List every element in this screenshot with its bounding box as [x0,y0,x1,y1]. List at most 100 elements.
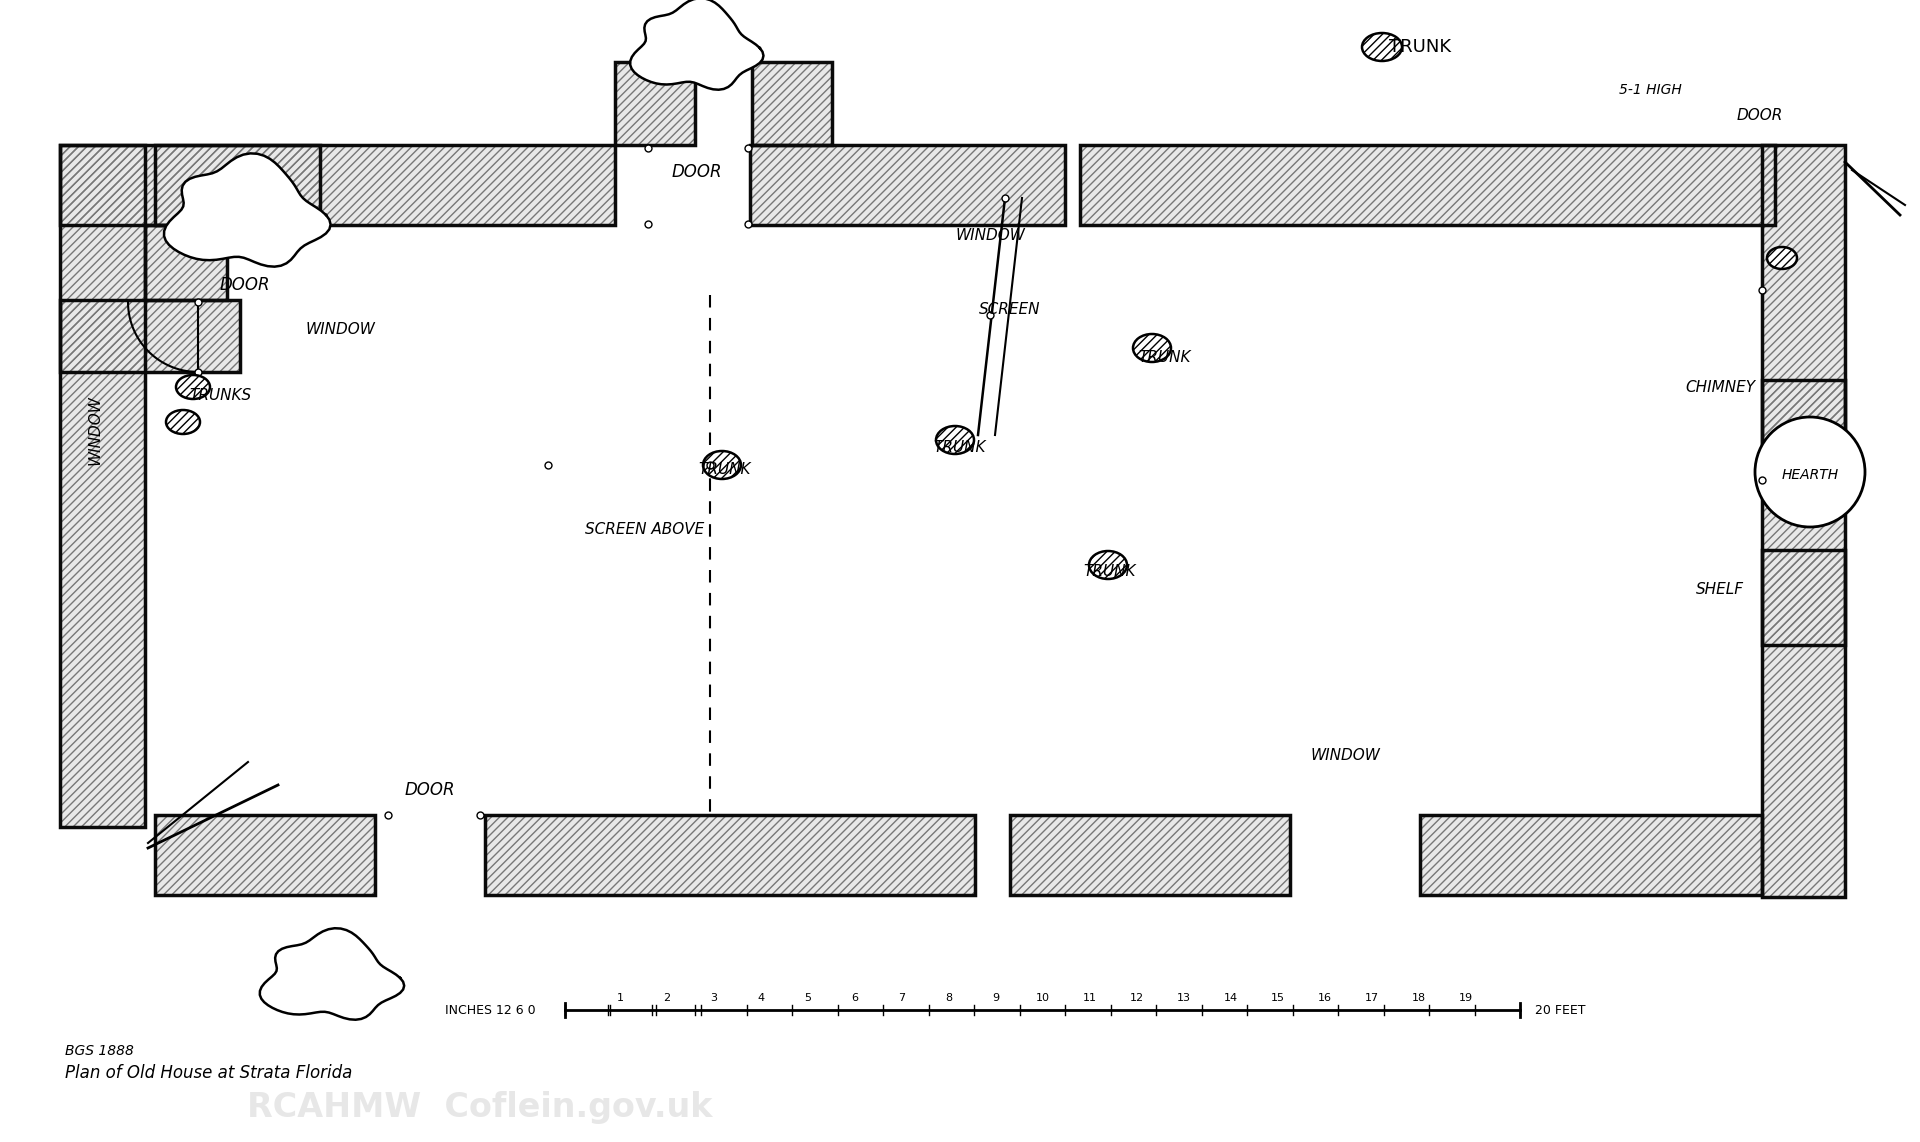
Bar [1421,815,1763,895]
Bar [146,225,227,300]
Text: TRUNK: TRUNK [1083,564,1137,579]
Text: 6: 6 [851,994,858,1003]
Bar [1763,550,1845,645]
Bar [614,62,695,145]
Bar [751,145,1066,225]
Bar [60,145,321,225]
Ellipse shape [1361,33,1402,61]
Text: 13: 13 [1177,994,1190,1003]
Bar [1079,145,1774,225]
Text: HEARTH: HEARTH [1782,468,1839,482]
Text: TRUNKS: TRUNKS [188,387,252,402]
Text: 3: 3 [710,994,718,1003]
Bar [1763,550,1845,645]
Bar [60,145,146,827]
Text: TRUNK: TRUNK [1139,351,1190,365]
Bar [156,815,374,895]
Bar [60,300,240,372]
Bar [60,145,321,225]
Text: TRUNK: TRUNK [933,441,987,456]
Text: 19: 19 [1459,994,1473,1003]
Bar [1079,145,1774,225]
Text: 8: 8 [945,994,952,1003]
Text: BGS 1888: BGS 1888 [65,1044,134,1057]
Bar [486,815,975,895]
Text: TRUNK: TRUNK [1388,38,1452,56]
Bar [156,815,374,895]
Bar [60,145,146,827]
Text: 14: 14 [1223,994,1238,1003]
Bar [60,145,146,827]
Bar [751,145,1066,225]
Ellipse shape [1766,247,1797,270]
Bar [1421,815,1763,895]
Text: TRUNK: TRUNK [699,463,751,477]
Bar [156,145,614,225]
Bar [753,62,831,145]
Bar [156,815,374,895]
Bar [1763,380,1845,465]
Circle shape [1755,417,1864,526]
Text: DOOR: DOOR [405,781,455,799]
Ellipse shape [1089,550,1127,579]
Text: WINDOW: WINDOW [305,322,374,338]
Text: DOOR: DOOR [219,276,271,293]
Bar [156,145,614,225]
Bar [156,145,614,225]
Bar [1763,380,1845,465]
Text: 12: 12 [1131,994,1144,1003]
Bar [1763,380,1845,465]
Bar [751,145,1066,225]
Bar [1010,815,1290,895]
Ellipse shape [937,426,973,455]
Text: 4: 4 [756,994,764,1003]
Bar [1763,145,1845,896]
Bar [146,225,227,300]
Bar [486,815,975,895]
Bar [1010,815,1290,895]
Text: 1: 1 [616,994,624,1003]
Text: 5-1 HIGH: 5-1 HIGH [1619,83,1682,97]
Bar [1421,815,1763,895]
Bar [146,225,227,300]
Text: SCREEN ABOVE: SCREEN ABOVE [586,523,705,538]
Bar [146,225,1763,815]
Text: SCREEN: SCREEN [979,303,1041,317]
Bar [1010,815,1290,895]
Text: 11: 11 [1083,994,1096,1003]
Bar [1763,145,1845,896]
Text: WINDOW: WINDOW [954,227,1025,242]
Bar [1763,550,1845,645]
Bar [753,62,831,145]
Ellipse shape [703,451,741,478]
Ellipse shape [177,375,209,399]
Text: 9: 9 [993,994,1000,1003]
Text: 10: 10 [1037,994,1050,1003]
Polygon shape [259,928,405,1020]
Text: 5: 5 [804,994,812,1003]
Text: 2: 2 [664,994,670,1003]
Ellipse shape [1133,333,1171,362]
Text: WINDOW: WINDOW [88,395,102,465]
Text: 15: 15 [1271,994,1284,1003]
Text: 16: 16 [1317,994,1332,1003]
Text: DOOR: DOOR [1738,107,1784,122]
Text: Plan of Old House at Strata Florida: Plan of Old House at Strata Florida [65,1064,353,1081]
Text: RCAHMW  Coflein.gov.uk: RCAHMW Coflein.gov.uk [248,1092,712,1125]
Text: INCHES 12 6 0: INCHES 12 6 0 [445,1004,536,1016]
Text: 17: 17 [1365,994,1379,1003]
Polygon shape [163,153,330,267]
Bar [1079,145,1774,225]
Bar [146,225,321,380]
Bar [753,62,831,145]
Bar [614,62,695,145]
Polygon shape [630,0,764,90]
Bar [1763,145,1845,896]
Bar [60,300,240,372]
Text: SHELF: SHELF [1695,582,1743,597]
Bar [614,62,695,145]
Bar [486,815,975,895]
Text: DOOR: DOOR [672,163,722,180]
Bar [60,300,240,372]
Ellipse shape [165,410,200,434]
